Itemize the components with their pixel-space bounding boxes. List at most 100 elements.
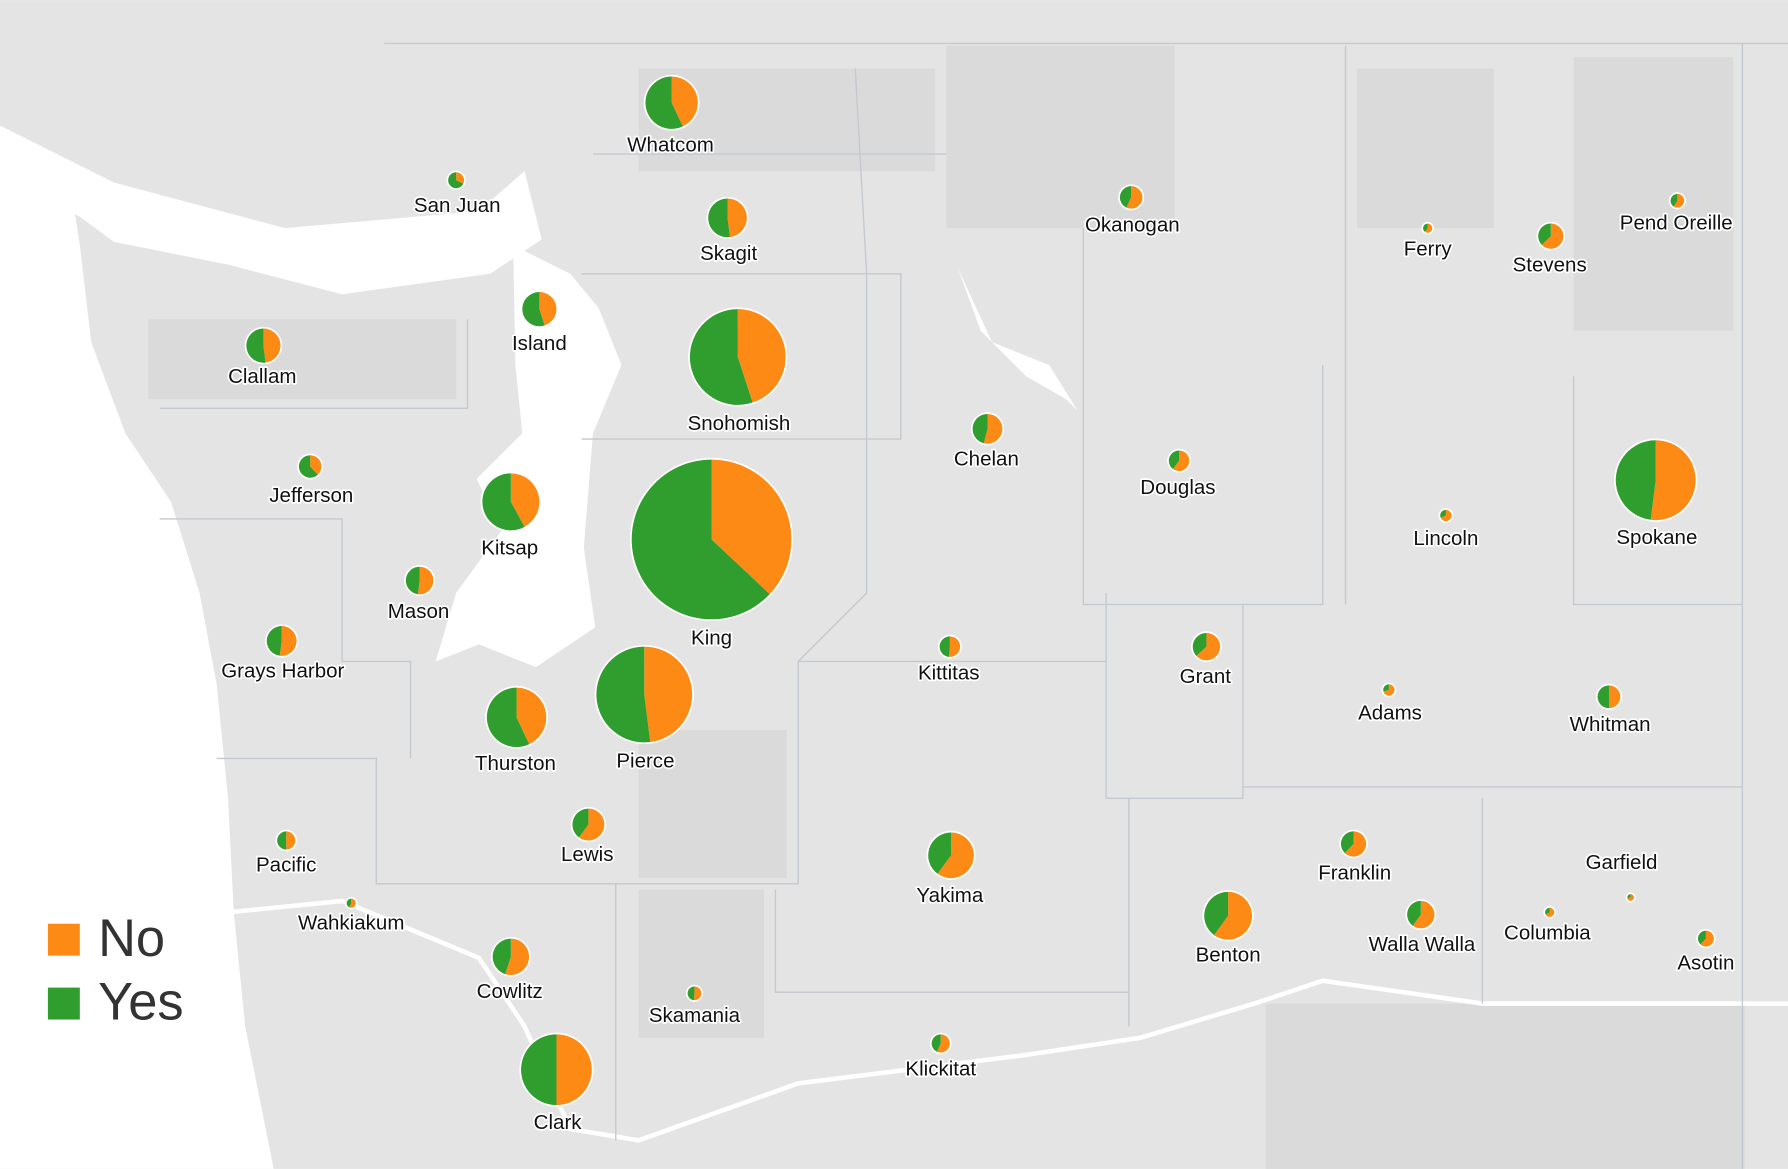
- county-pie: Asotin: [1676, 928, 1736, 976]
- county-pie: Pacific: [254, 829, 318, 878]
- pie-yes: [266, 626, 282, 656]
- pie-no: [937, 832, 974, 879]
- county-pie: Jefferson: [268, 453, 355, 509]
- pie-no: [1172, 450, 1190, 472]
- county-pie: Klickitat: [904, 1032, 978, 1082]
- pie-no: [1541, 223, 1564, 249]
- county-pie: Garfield: [1584, 849, 1659, 903]
- pie-yes: [346, 898, 352, 908]
- county-label: Chelan: [954, 447, 1019, 470]
- pie-no: [1383, 684, 1395, 696]
- legend-label: No: [98, 910, 165, 968]
- county-pie: Snohomish: [686, 307, 792, 437]
- pie-yes: [931, 1034, 941, 1052]
- county-label: Lincoln: [1413, 527, 1478, 550]
- pie-yes: [1423, 223, 1428, 232]
- pie-yes: [1597, 685, 1610, 709]
- pie-yes: [1627, 894, 1631, 899]
- pie-no: [579, 808, 605, 841]
- pie-no: [671, 76, 698, 127]
- legend-label: Yes: [98, 974, 184, 1032]
- pie-no: [286, 831, 296, 850]
- pie-no: [711, 459, 792, 595]
- county-label: Clark: [534, 1111, 583, 1134]
- pie-yes: [277, 831, 287, 850]
- pie-yes: [939, 636, 950, 657]
- pie-no: [1608, 685, 1621, 709]
- county-pie: Clark: [519, 1032, 594, 1136]
- county-pie: Clallam: [226, 326, 298, 390]
- puget-sound: [435, 245, 622, 668]
- pie-no: [1126, 186, 1143, 209]
- county-label: Pacific: [256, 853, 316, 876]
- pie-yes: [1340, 831, 1354, 854]
- pie-no: [417, 566, 434, 595]
- county-label: Snohomish: [688, 412, 791, 435]
- county-label: Skamania: [649, 1004, 741, 1027]
- county-label: Island: [512, 332, 567, 355]
- county-label: San Juan: [414, 194, 501, 217]
- legend-swatch: [47, 987, 80, 1020]
- county-label: Mason: [388, 600, 450, 623]
- county-pie: Mason: [386, 564, 451, 625]
- county-label: Douglas: [1140, 476, 1215, 499]
- county-pie: Douglas: [1139, 448, 1217, 501]
- county-label: Thurston: [475, 752, 556, 775]
- county-label: King: [691, 626, 732, 649]
- county-pie: Skagit: [698, 196, 759, 267]
- county-pie: Wahkiakum: [296, 896, 406, 936]
- pie-yes: [1407, 900, 1421, 926]
- columbia-river: [227, 898, 1788, 1143]
- county-label: Wahkiakum: [298, 911, 404, 934]
- county-label: Walla Walla: [1369, 933, 1476, 956]
- county-pie: Whitman: [1568, 683, 1652, 738]
- pie-no: [644, 646, 693, 743]
- pie-yes: [246, 328, 266, 363]
- pie-no: [263, 328, 281, 363]
- county-pie: King: [629, 457, 794, 651]
- county-pie: Columbia: [1502, 906, 1593, 946]
- county-lines: [159, 42, 1788, 1169]
- pie-yes: [405, 566, 420, 595]
- pie-no: [1412, 900, 1435, 929]
- county-label: Spokane: [1616, 526, 1697, 549]
- legend: No Yes: [47, 910, 184, 1032]
- county-pie: Benton: [1194, 890, 1262, 968]
- county-label: Lewis: [561, 843, 613, 866]
- pie-no: [1196, 632, 1221, 661]
- pie-yes: [631, 459, 770, 620]
- pie-yes: [1168, 450, 1180, 469]
- county-label: Franklin: [1318, 861, 1391, 884]
- ocean: [0, 136, 274, 1169]
- pie-no: [1424, 223, 1433, 233]
- terrain: [148, 45, 1745, 1169]
- pie-no: [949, 636, 961, 657]
- county-pie: Adams: [1356, 682, 1424, 726]
- county-pie: Pierce: [594, 644, 694, 774]
- pie-yes: [1545, 907, 1550, 915]
- strait: [0, 125, 542, 295]
- pie-yes: [1697, 930, 1706, 945]
- county-pie: Skamania: [647, 984, 742, 1029]
- county-pie: Chelan: [952, 412, 1021, 472]
- pie-no: [539, 292, 557, 326]
- county-pie: Grant: [1178, 631, 1233, 690]
- county-pie: Franklin: [1316, 829, 1393, 886]
- pie-no: [1673, 193, 1685, 208]
- pie-no: [1214, 891, 1253, 940]
- county-pie: Lincoln: [1412, 508, 1480, 552]
- county-pie: Yakima: [915, 830, 986, 909]
- county-label: Skagit: [700, 242, 757, 265]
- pie-no: [727, 198, 747, 238]
- county-pie: Grays Harbor: [220, 624, 346, 684]
- pie-yes: [645, 76, 683, 129]
- county-label: Whatcom: [627, 134, 714, 157]
- pie-no: [693, 986, 702, 1001]
- pie-no: [1650, 440, 1696, 521]
- county-label: Columbia: [1504, 922, 1591, 945]
- county-label: Cowlitz: [477, 980, 543, 1003]
- pie-yes: [522, 292, 545, 327]
- pie-no: [279, 626, 297, 656]
- pie-no: [737, 309, 786, 403]
